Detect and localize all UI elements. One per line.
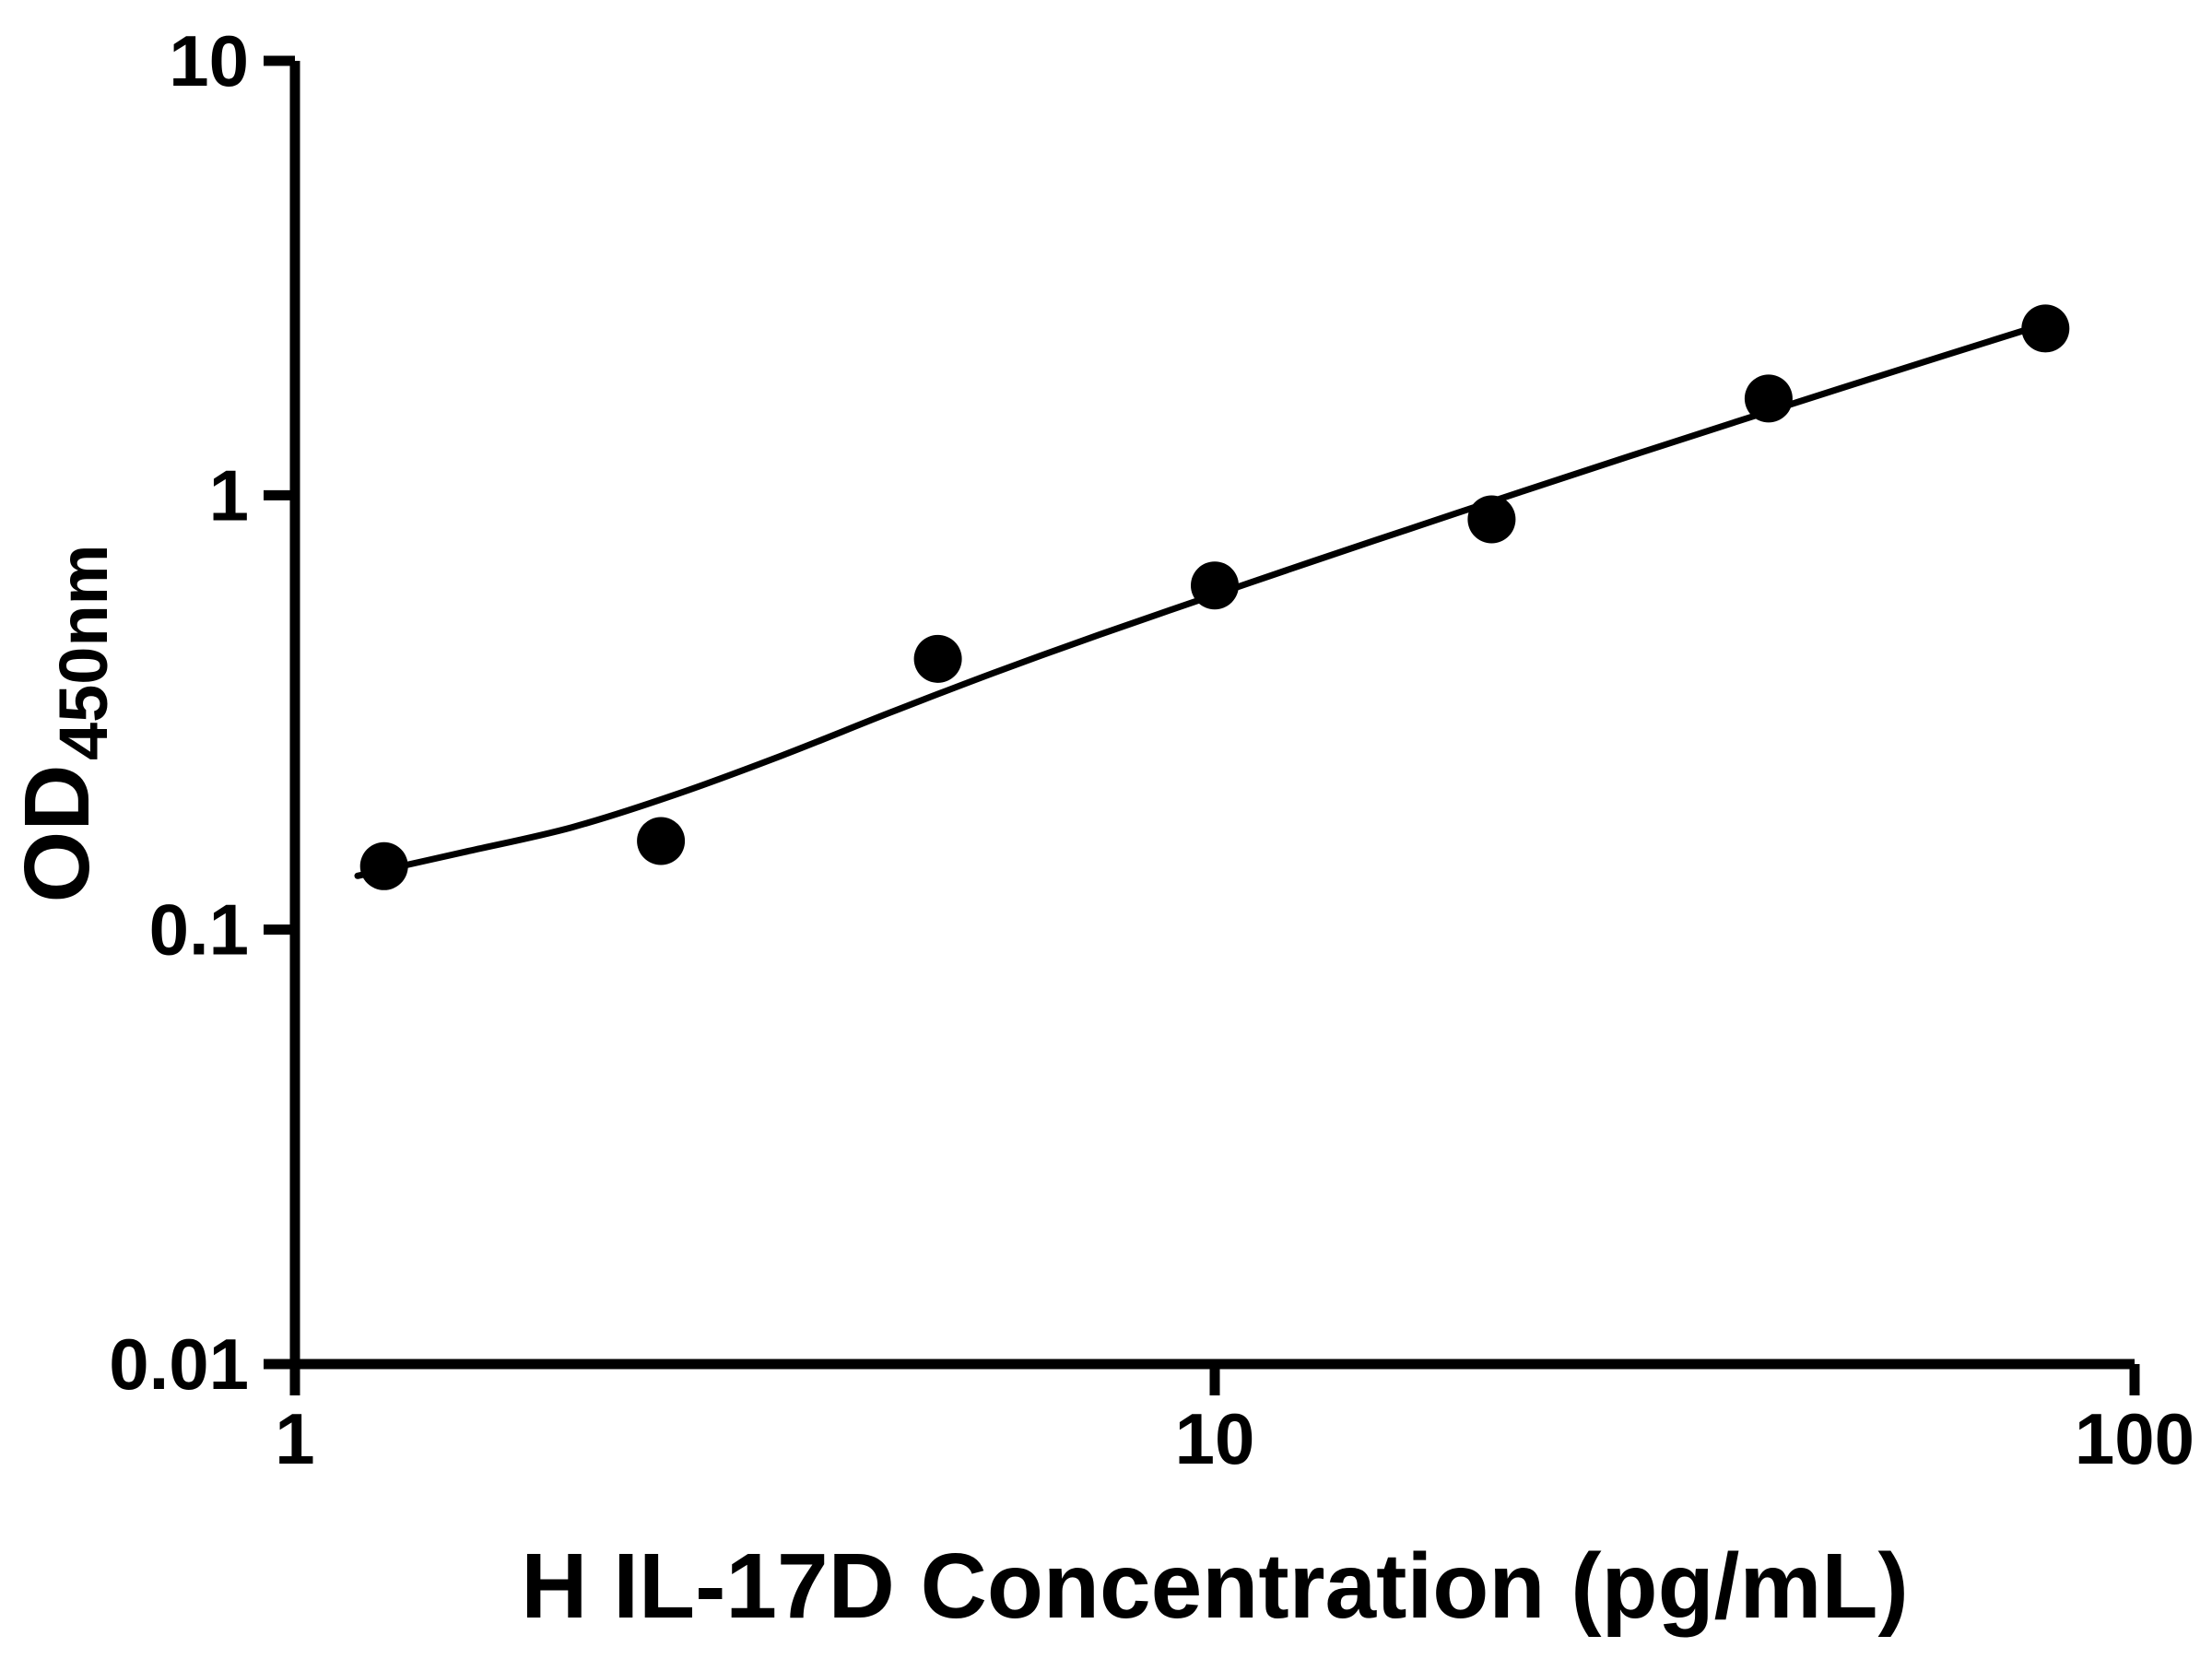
axes-layer bbox=[289, 61, 2135, 1370]
y-tick-label: 1 bbox=[209, 454, 249, 535]
data-point bbox=[359, 841, 408, 890]
x-axis-title: H IL-17D Concentration (pg/mL) bbox=[521, 1535, 1909, 1638]
data-point bbox=[1744, 374, 1793, 423]
data-point bbox=[637, 817, 686, 865]
x-tick-label: 10 bbox=[1175, 1398, 1255, 1479]
y-tick-label: 0.01 bbox=[109, 1324, 249, 1405]
points-layer bbox=[359, 304, 2070, 890]
y-axis-title: OD 450nm bbox=[6, 545, 122, 903]
data-point bbox=[2021, 304, 2070, 353]
data-point bbox=[1191, 561, 1239, 610]
x-tick-label: 1 bbox=[275, 1398, 314, 1479]
y-axis-title-subscript: 450nm bbox=[45, 545, 122, 760]
ticks-layer: 1 10 100 0.01 0.1 1 10 bbox=[109, 20, 2194, 1479]
y-tick-label: 10 bbox=[169, 20, 249, 101]
x-tick-label: 100 bbox=[2075, 1398, 2194, 1479]
data-point bbox=[1467, 495, 1516, 544]
y-axis-title-main: OD bbox=[6, 764, 109, 902]
y-tick-label: 0.1 bbox=[149, 889, 249, 971]
axes-spines bbox=[289, 61, 2135, 1370]
data-point bbox=[913, 634, 962, 683]
